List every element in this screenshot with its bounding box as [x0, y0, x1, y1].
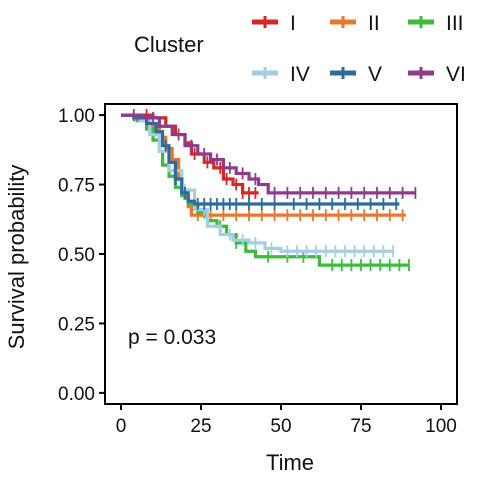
- legend-label: III: [446, 12, 464, 35]
- legend-label: IV: [290, 63, 310, 86]
- y-axis: 0.00 0.25 0.50 0.75 1.00: [58, 106, 105, 405]
- x-tick-label: 50: [270, 416, 291, 437]
- x-axis: 0 25 50 75 100: [116, 404, 457, 437]
- legend-item-III: III: [408, 12, 464, 35]
- legend-item-II: II: [330, 12, 380, 35]
- x-tick-label: 0: [116, 416, 127, 437]
- series-line-III: [121, 113, 409, 267]
- plot-panel: p = 0.033: [104, 103, 458, 405]
- legend-item-IV: IV: [252, 63, 310, 86]
- y-tick-label: 1.00: [58, 106, 95, 127]
- legend-label: I: [290, 12, 296, 35]
- series-line-IV: [121, 113, 393, 253]
- legend-label: VI: [446, 63, 466, 86]
- legend-label: II: [368, 12, 380, 35]
- series-IV: [121, 113, 394, 258]
- legend-title: Cluster: [134, 32, 204, 57]
- series-line-VI: [121, 113, 416, 195]
- x-tick-label: 25: [190, 416, 211, 437]
- y-tick-label: 0.00: [58, 384, 95, 405]
- legend-item-VI: VI: [408, 63, 466, 86]
- series-layer: [121, 109, 417, 272]
- x-tick-label: 75: [350, 416, 371, 437]
- series-I: [121, 109, 259, 199]
- p-value-annotation: p = 0.033: [128, 326, 216, 349]
- y-tick-label: 0.50: [58, 245, 95, 266]
- legend-item-I: I: [252, 12, 296, 35]
- y-tick-label: 0.75: [58, 176, 95, 197]
- y-tick-label: 0.25: [58, 314, 95, 335]
- legend-label: V: [368, 63, 382, 86]
- legend-item-V: V: [330, 63, 382, 86]
- y-axis-label: Survival probability: [4, 165, 29, 350]
- x-tick-label: 100: [425, 416, 457, 437]
- x-axis-label: Time: [266, 450, 314, 475]
- series-VI: [121, 111, 417, 199]
- series-line-I: [121, 113, 259, 195]
